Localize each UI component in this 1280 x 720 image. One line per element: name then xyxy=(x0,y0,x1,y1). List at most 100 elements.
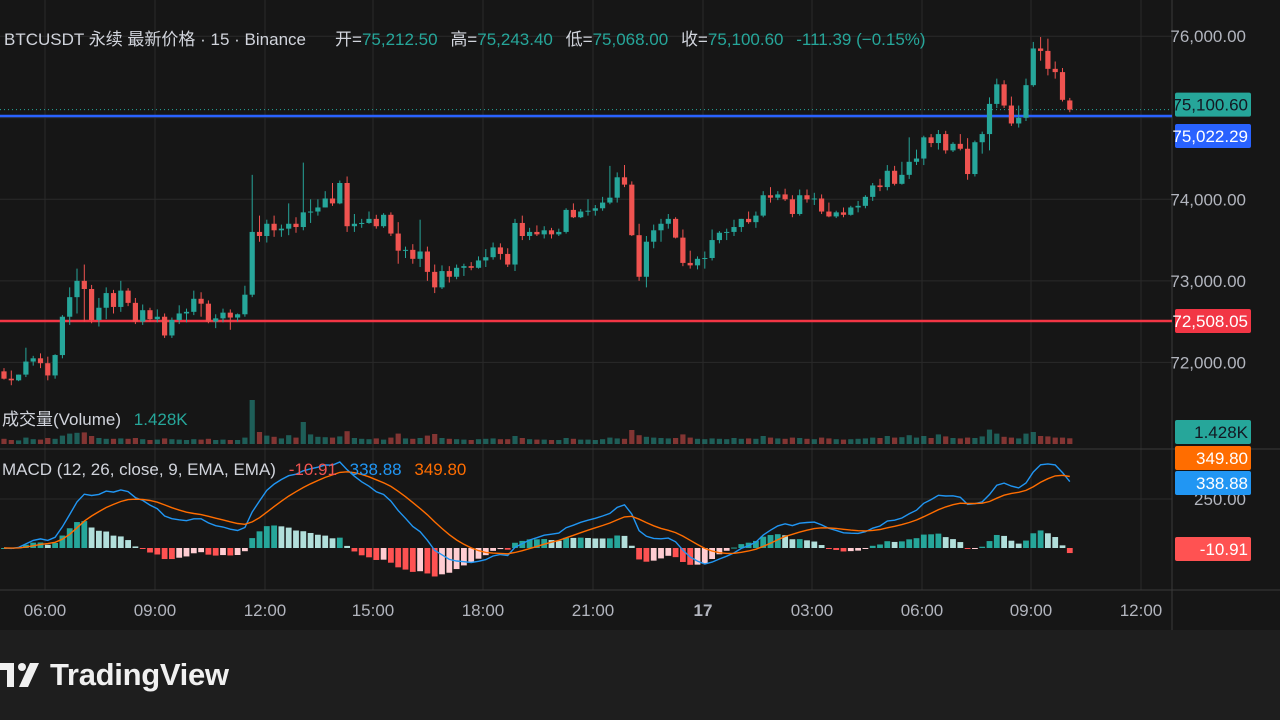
candle xyxy=(979,131,985,154)
candle xyxy=(337,180,343,205)
time-axis[interactable]: 06:00 09:00 12:00 15:00 18:00 21:00 17 03:00 06:… xyxy=(24,601,1163,620)
macd-histogram-bar xyxy=(439,548,445,575)
candle xyxy=(235,313,241,322)
candle xyxy=(724,228,730,241)
volume-bar xyxy=(388,437,394,444)
volume-bar xyxy=(592,440,598,444)
candle-body xyxy=(461,266,467,268)
candle xyxy=(943,130,949,154)
macd-histogram-bar xyxy=(701,548,708,564)
macd-histogram-bar xyxy=(731,547,737,549)
macd-histogram-bar xyxy=(417,548,423,572)
candle xyxy=(96,297,102,327)
macd-histogram-bar xyxy=(315,534,321,548)
last-price-badge-text: 75,100.60 xyxy=(1172,96,1248,115)
candle-body xyxy=(395,233,401,251)
macd-histogram-bar xyxy=(906,539,913,548)
candle-body xyxy=(183,311,190,314)
candle-body xyxy=(928,137,934,144)
macd-histogram-bar xyxy=(154,548,161,555)
volume-bar xyxy=(673,438,679,444)
macd-histogram-bar xyxy=(811,541,818,548)
macd-line-badge-text: 338.88 xyxy=(1196,474,1248,493)
volume-bar xyxy=(556,440,562,444)
candle xyxy=(483,249,489,267)
candle xyxy=(59,315,65,359)
candle-body xyxy=(986,103,993,135)
candle-body xyxy=(789,199,795,214)
candle xyxy=(169,317,175,338)
volume-bar xyxy=(731,438,737,444)
candle xyxy=(534,225,540,236)
candle-body xyxy=(388,214,394,234)
macd-histogram-bar xyxy=(242,548,248,552)
macd-legend[interactable]: MACD (12, 26, close, 9, EMA, EMA) -10.91… xyxy=(2,460,466,479)
candle-body xyxy=(1030,48,1036,86)
candle xyxy=(592,205,598,216)
price-tick-label: 74,000.00 xyxy=(1170,190,1246,209)
volume-bar xyxy=(271,436,277,444)
volume-bar xyxy=(118,438,124,444)
macd-histogram-bar xyxy=(621,535,628,548)
macd-histogram-bar xyxy=(88,527,95,548)
macd-histogram-bar xyxy=(913,538,920,548)
macd-histogram-bar xyxy=(263,526,270,548)
volume-legend[interactable]: 成交量(Volume) 1.428K xyxy=(2,410,188,429)
macd-histogram-bar xyxy=(205,548,212,555)
candle xyxy=(950,142,956,153)
macd-histogram-bar xyxy=(271,525,277,548)
macd-hist-value: -10.91 xyxy=(289,460,337,479)
candle-body xyxy=(23,361,29,375)
candle-body xyxy=(972,142,978,175)
volume-bar xyxy=(1045,436,1051,444)
macd-histogram-bar xyxy=(884,541,891,548)
candle-body xyxy=(892,170,898,184)
candle-body xyxy=(439,271,445,288)
macd-histogram-bar xyxy=(709,548,715,559)
tradingview-logo[interactable]: TradingView xyxy=(0,655,229,695)
macd-histogram-bar xyxy=(44,544,51,548)
macd-hist-badge-text: -10.91 xyxy=(1200,540,1248,559)
volume-bar xyxy=(490,438,496,444)
volume-bar xyxy=(943,436,949,444)
volume-bar xyxy=(694,438,701,444)
volume-bar xyxy=(439,438,445,444)
macd-histogram-bar xyxy=(964,548,971,549)
candle-body xyxy=(804,195,810,200)
macd-histogram-bar xyxy=(804,540,810,548)
candle-body xyxy=(738,218,744,228)
symbol-title[interactable]: BTCUSDT 永续 最新价格 · 15 · Binance xyxy=(4,30,306,49)
macd-histogram-bar xyxy=(738,544,745,548)
volume-bar xyxy=(454,439,460,444)
macd-histogram-bar xyxy=(774,534,781,548)
candle xyxy=(176,305,182,325)
volume-bar xyxy=(1008,437,1014,444)
volume-bar xyxy=(8,440,14,444)
volume-bar xyxy=(497,439,503,444)
candle-body xyxy=(884,170,890,188)
volume-bar xyxy=(578,439,584,444)
candle xyxy=(519,215,525,241)
candle xyxy=(81,264,87,322)
candle xyxy=(1059,68,1066,102)
candle xyxy=(381,213,387,228)
macd-histogram-bar xyxy=(278,526,285,548)
candle-body xyxy=(213,318,219,322)
candle xyxy=(293,217,299,233)
candle xyxy=(731,219,737,236)
candle xyxy=(1001,80,1007,108)
macd-signal-badge-text: 349.80 xyxy=(1196,449,1248,468)
time-tick-label: 12:00 xyxy=(244,601,287,620)
low-label: 低= xyxy=(566,30,593,49)
candle-body xyxy=(432,271,438,288)
candle xyxy=(826,202,832,218)
candle-body xyxy=(994,84,1000,104)
horizontal-lines[interactable] xyxy=(0,109,1172,323)
macd-histogram-bar xyxy=(577,537,584,548)
volume-bar xyxy=(665,438,671,444)
candle xyxy=(819,194,825,214)
candle-body xyxy=(556,231,562,235)
volume-bar xyxy=(600,439,606,444)
candle-body xyxy=(1045,50,1051,69)
